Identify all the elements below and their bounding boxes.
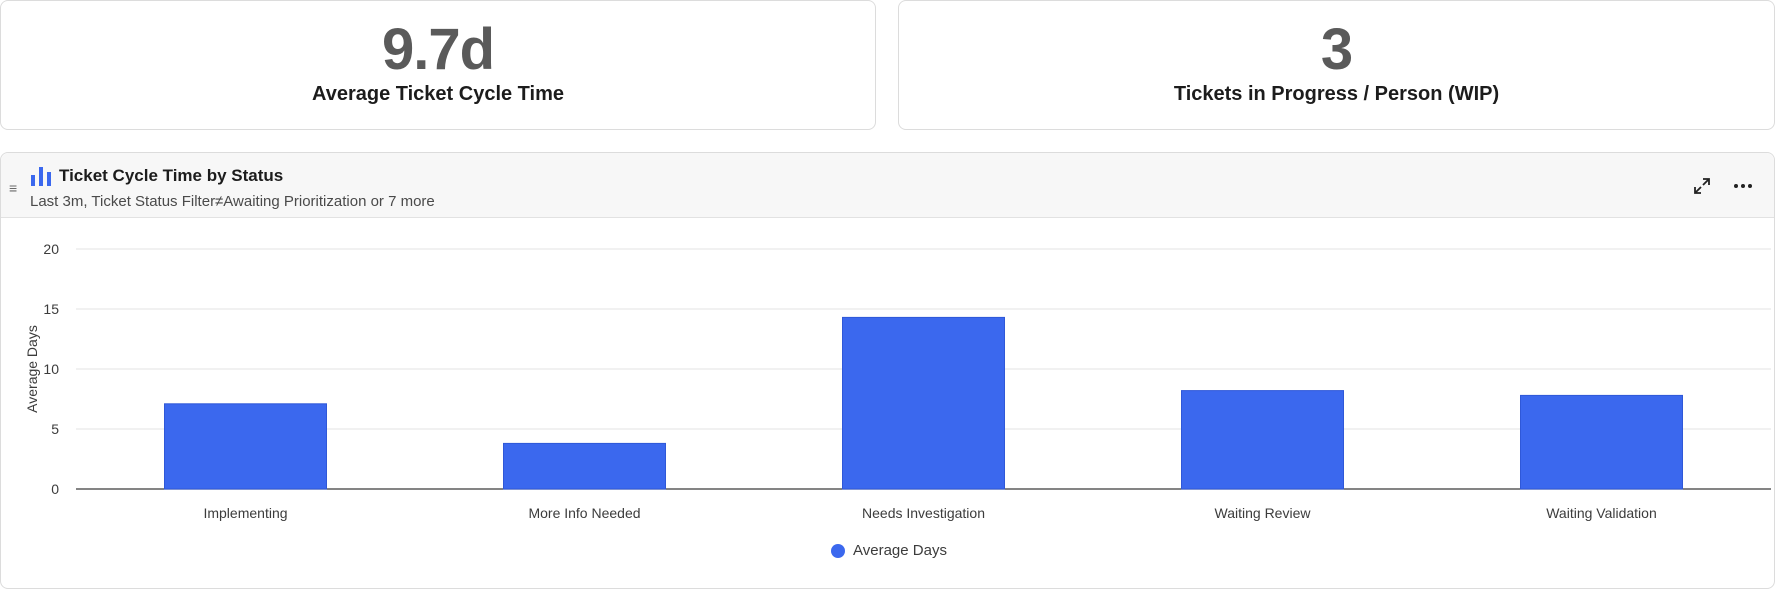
- kpi-label: Average Ticket Cycle Time: [312, 83, 564, 105]
- x-tick-label: Needs Investigation: [862, 505, 985, 521]
- y-tick-label: 20: [43, 241, 59, 257]
- y-tick-label: 0: [51, 481, 59, 497]
- y-axis-title: Average Days: [24, 325, 40, 413]
- y-tick-label: 10: [43, 361, 59, 377]
- chart-filter-summary[interactable]: Last 3m, Ticket Status Filter≠Awaiting P…: [30, 193, 435, 210]
- chart-header: ≡ Ticket Cycle Time by Status Last 3m, T…: [1, 153, 1774, 218]
- kpi-value: 3: [1320, 17, 1353, 82]
- bar-waiting-validation[interactable]: [1520, 394, 1683, 490]
- bar-needs-investigation[interactable]: [842, 316, 1005, 490]
- kpi-label: Tickets in Progress / Person (WIP): [1173, 83, 1500, 105]
- kpi-card-cycle-time: 9.7d Average Ticket Cycle Time: [0, 0, 876, 130]
- more-options-icon: [1734, 184, 1752, 188]
- bar-chart: 0 5 10 15 20 Average Days Implementing More Inf…: [24, 241, 1771, 521]
- more-options-button[interactable]: [1730, 173, 1756, 199]
- bar-chart-icon: [31, 167, 51, 186]
- chart-panel: ≡ Ticket Cycle Time by Status Last 3m, T…: [0, 152, 1775, 589]
- chart-legend[interactable]: Average Days: [831, 542, 947, 559]
- expand-button[interactable]: [1689, 173, 1715, 199]
- expand-icon: [1694, 178, 1710, 194]
- drag-handle-icon[interactable]: ≡: [9, 180, 18, 196]
- bar-waiting-review[interactable]: [1181, 390, 1344, 490]
- y-tick-label: 15: [43, 301, 59, 317]
- chart-title: Ticket Cycle Time by Status: [59, 166, 284, 185]
- x-tick-label: Waiting Review: [1215, 505, 1312, 521]
- x-tick-label: More Info Needed: [528, 505, 640, 521]
- legend-label: Average Days: [853, 542, 947, 559]
- bar-more-info-needed[interactable]: [503, 442, 666, 490]
- kpi-card-wip: 3 Tickets in Progress / Person (WIP): [898, 0, 1775, 130]
- x-tick-label: Implementing: [203, 505, 287, 521]
- y-tick-label: 5: [51, 421, 59, 437]
- legend-swatch: [831, 543, 845, 558]
- x-tick-label: Waiting Validation: [1546, 505, 1657, 521]
- kpi-value: 9.7d: [381, 17, 495, 82]
- bar-implementing[interactable]: [164, 403, 327, 490]
